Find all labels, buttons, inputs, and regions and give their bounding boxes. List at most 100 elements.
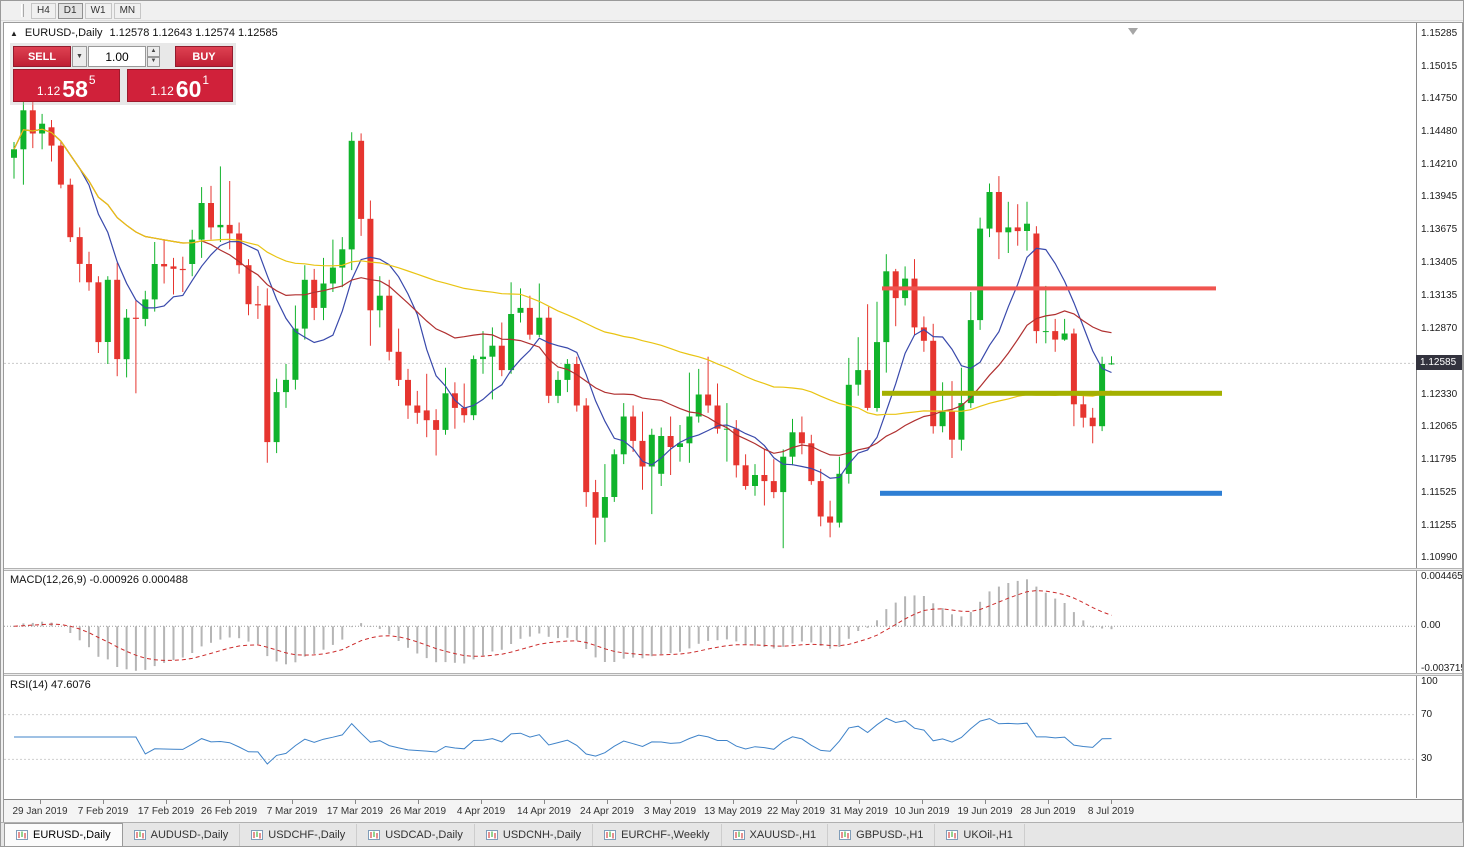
support-line-olive bbox=[882, 390, 1222, 396]
macd-signal-line bbox=[13, 590, 1112, 661]
chart-icon bbox=[16, 830, 28, 840]
time-tick bbox=[1048, 800, 1049, 804]
price-tick: 1.11795 bbox=[1421, 454, 1457, 465]
chart-tab-eurchf-weekly[interactable]: EURCHF-,Weekly bbox=[593, 824, 722, 846]
macd-header: MACD(12,26,9) -0.000926 0.000488 bbox=[10, 574, 188, 586]
time-tick bbox=[166, 800, 167, 804]
chart-tab-label: USDCNH-,Daily bbox=[502, 829, 582, 841]
chart-tab-usdchf-daily[interactable]: USDCHF-,Daily bbox=[240, 824, 358, 846]
chart-tab-usdcnh-daily[interactable]: USDCNH-,Daily bbox=[475, 824, 594, 846]
chart-tab-gbpusd-h1[interactable]: GBPUSD-,H1 bbox=[828, 824, 936, 846]
price-tick: 1.15015 bbox=[1421, 61, 1458, 72]
volume-dropdown-button[interactable]: ▼ bbox=[72, 46, 87, 67]
price-tick: 1.11255 bbox=[1421, 520, 1457, 531]
time-tick bbox=[103, 800, 104, 804]
chart-tab-label: UKOil-,H1 bbox=[963, 829, 1013, 841]
chart-tab-label: GBPUSD-,H1 bbox=[856, 829, 924, 841]
chart-tab-label: XAUUSD-,H1 bbox=[749, 829, 817, 841]
sell-price-sup: 5 bbox=[88, 73, 96, 87]
macd-pane[interactable]: MACD(12,26,9) -0.000926 0.000488 0.00446… bbox=[4, 571, 1462, 673]
resistance-line-red bbox=[882, 286, 1216, 291]
macd-axis-tick: 0.00 bbox=[1421, 620, 1441, 631]
chart-icon bbox=[839, 830, 852, 840]
price-tick: 1.15285 bbox=[1421, 28, 1458, 39]
time-tick bbox=[1111, 800, 1112, 804]
macd-plot[interactable] bbox=[4, 571, 1416, 673]
time-tick-label: 17 Feb 2019 bbox=[137, 806, 195, 817]
buy-button[interactable]: BUY bbox=[175, 46, 233, 67]
time-tick-label: 3 May 2019 bbox=[643, 806, 697, 817]
price-tick: 1.12330 bbox=[1421, 389, 1458, 400]
candlestick-plot[interactable] bbox=[4, 23, 1416, 568]
volume-up-icon[interactable]: ▲ bbox=[147, 46, 160, 57]
price-tick: 1.13945 bbox=[1421, 191, 1458, 202]
time-tick-label: 4 Apr 2019 bbox=[456, 806, 506, 817]
chart-icon bbox=[251, 830, 264, 840]
candles bbox=[11, 82, 1115, 549]
sell-button[interactable]: SELL bbox=[13, 46, 71, 67]
time-tick-label: 24 Apr 2019 bbox=[580, 806, 634, 817]
price-axis[interactable]: 1.15285 1.15015 1.14750 1.14480 1.14210 1.139… bbox=[1416, 23, 1462, 568]
chart-tab-ukoil-h1[interactable]: UKOil-,H1 bbox=[935, 824, 1025, 846]
time-tick bbox=[40, 800, 41, 804]
macd-axis-tick: -0.003715 bbox=[1421, 663, 1462, 673]
pane-splitter-rsi[interactable] bbox=[4, 673, 1462, 676]
time-tick-label: 13 May 2019 bbox=[704, 806, 762, 817]
time-axis[interactable]: 29 Jan 2019 7 Feb 2019 17 Feb 2019 26 Feb 2… bbox=[4, 799, 1462, 823]
rsi-axis-tick: 30 bbox=[1421, 753, 1433, 764]
macd-histogram bbox=[22, 579, 1113, 671]
time-tick-label: 17 Mar 2019 bbox=[326, 806, 384, 817]
buy-price-prefix: 1.12 bbox=[150, 84, 174, 98]
price-tick: 1.13135 bbox=[1421, 290, 1458, 301]
time-tick bbox=[796, 800, 797, 804]
time-tick bbox=[418, 800, 419, 804]
time-tick-label: 26 Mar 2019 bbox=[389, 806, 447, 817]
rsi-axis-tick: 70 bbox=[1421, 709, 1433, 720]
time-tick bbox=[292, 800, 293, 804]
toolbar-grip[interactable] bbox=[21, 4, 24, 17]
chart-tab-bar: EURUSD-,Daily AUDUSD-,Daily USDCHF-,Daily U… bbox=[1, 822, 1463, 846]
timeframe-w1-button[interactable]: W1 bbox=[84, 2, 112, 19]
time-tick bbox=[859, 800, 860, 804]
chart-tab-audusd-daily[interactable]: AUDUSD-,Daily bbox=[123, 824, 241, 846]
rsi-axis-tick: 100 bbox=[1421, 676, 1438, 687]
price-tick: 1.13405 bbox=[1421, 257, 1458, 268]
rsi-axis[interactable]: 100 70 30 bbox=[1416, 676, 1462, 798]
time-tick-label: 28 Jun 2019 bbox=[1020, 806, 1076, 817]
volume-down-icon[interactable]: ▼ bbox=[147, 56, 160, 67]
price-tick: 1.14480 bbox=[1421, 126, 1458, 137]
time-tick bbox=[481, 800, 482, 804]
rsi-pane[interactable]: RSI(14) 47.6076 100 70 30 bbox=[4, 676, 1462, 798]
chart-tab-eurusd-daily[interactable]: EURUSD-,Daily bbox=[4, 823, 123, 846]
time-tick-label: 7 Feb 2019 bbox=[77, 806, 129, 817]
chart-tab-usdcad-daily[interactable]: USDCAD-,Daily bbox=[357, 824, 475, 846]
timeframe-mn-button[interactable]: MN bbox=[113, 2, 142, 19]
buy-price-button[interactable]: 1.12 60 1 bbox=[126, 69, 233, 102]
buy-price-sup: 1 bbox=[202, 73, 210, 87]
time-tick bbox=[985, 800, 986, 804]
trade-panel-collapse-icon[interactable]: ▲ bbox=[10, 28, 18, 38]
chart-icon bbox=[604, 830, 617, 840]
time-tick bbox=[355, 800, 356, 804]
time-tick-label: 29 Jan 2019 bbox=[12, 806, 68, 817]
sell-price-prefix: 1.12 bbox=[36, 84, 61, 98]
chart-tab-xauusd-h1[interactable]: XAUUSD-,H1 bbox=[722, 824, 829, 846]
macd-axis[interactable]: 0.004465 0.00 -0.003715 bbox=[1416, 571, 1462, 673]
ma-55-line bbox=[13, 128, 1112, 416]
chart-shift-marker[interactable] bbox=[1128, 28, 1138, 35]
time-tick bbox=[922, 800, 923, 804]
support-line-blue bbox=[880, 490, 1222, 496]
timeframe-d1-button[interactable]: D1 bbox=[57, 2, 83, 19]
volume-input[interactable] bbox=[88, 46, 146, 67]
time-tick bbox=[229, 800, 230, 804]
chart-icon bbox=[485, 830, 498, 840]
chart-tab-label: EURCHF-,Weekly bbox=[621, 829, 710, 841]
time-tick-label: 8 Jul 2019 bbox=[1087, 806, 1135, 817]
main-chart-pane[interactable]: ▲ EURUSD-,Daily 1.12578 1.12643 1.12574 … bbox=[4, 23, 1462, 568]
rsi-plot[interactable] bbox=[4, 676, 1416, 798]
pane-splitter-macd[interactable] bbox=[4, 568, 1462, 571]
sell-price-button[interactable]: 1.12 58 5 bbox=[13, 69, 120, 102]
timeframe-h4-button[interactable]: H4 bbox=[31, 2, 56, 19]
price-tick: 1.13675 bbox=[1421, 224, 1458, 235]
